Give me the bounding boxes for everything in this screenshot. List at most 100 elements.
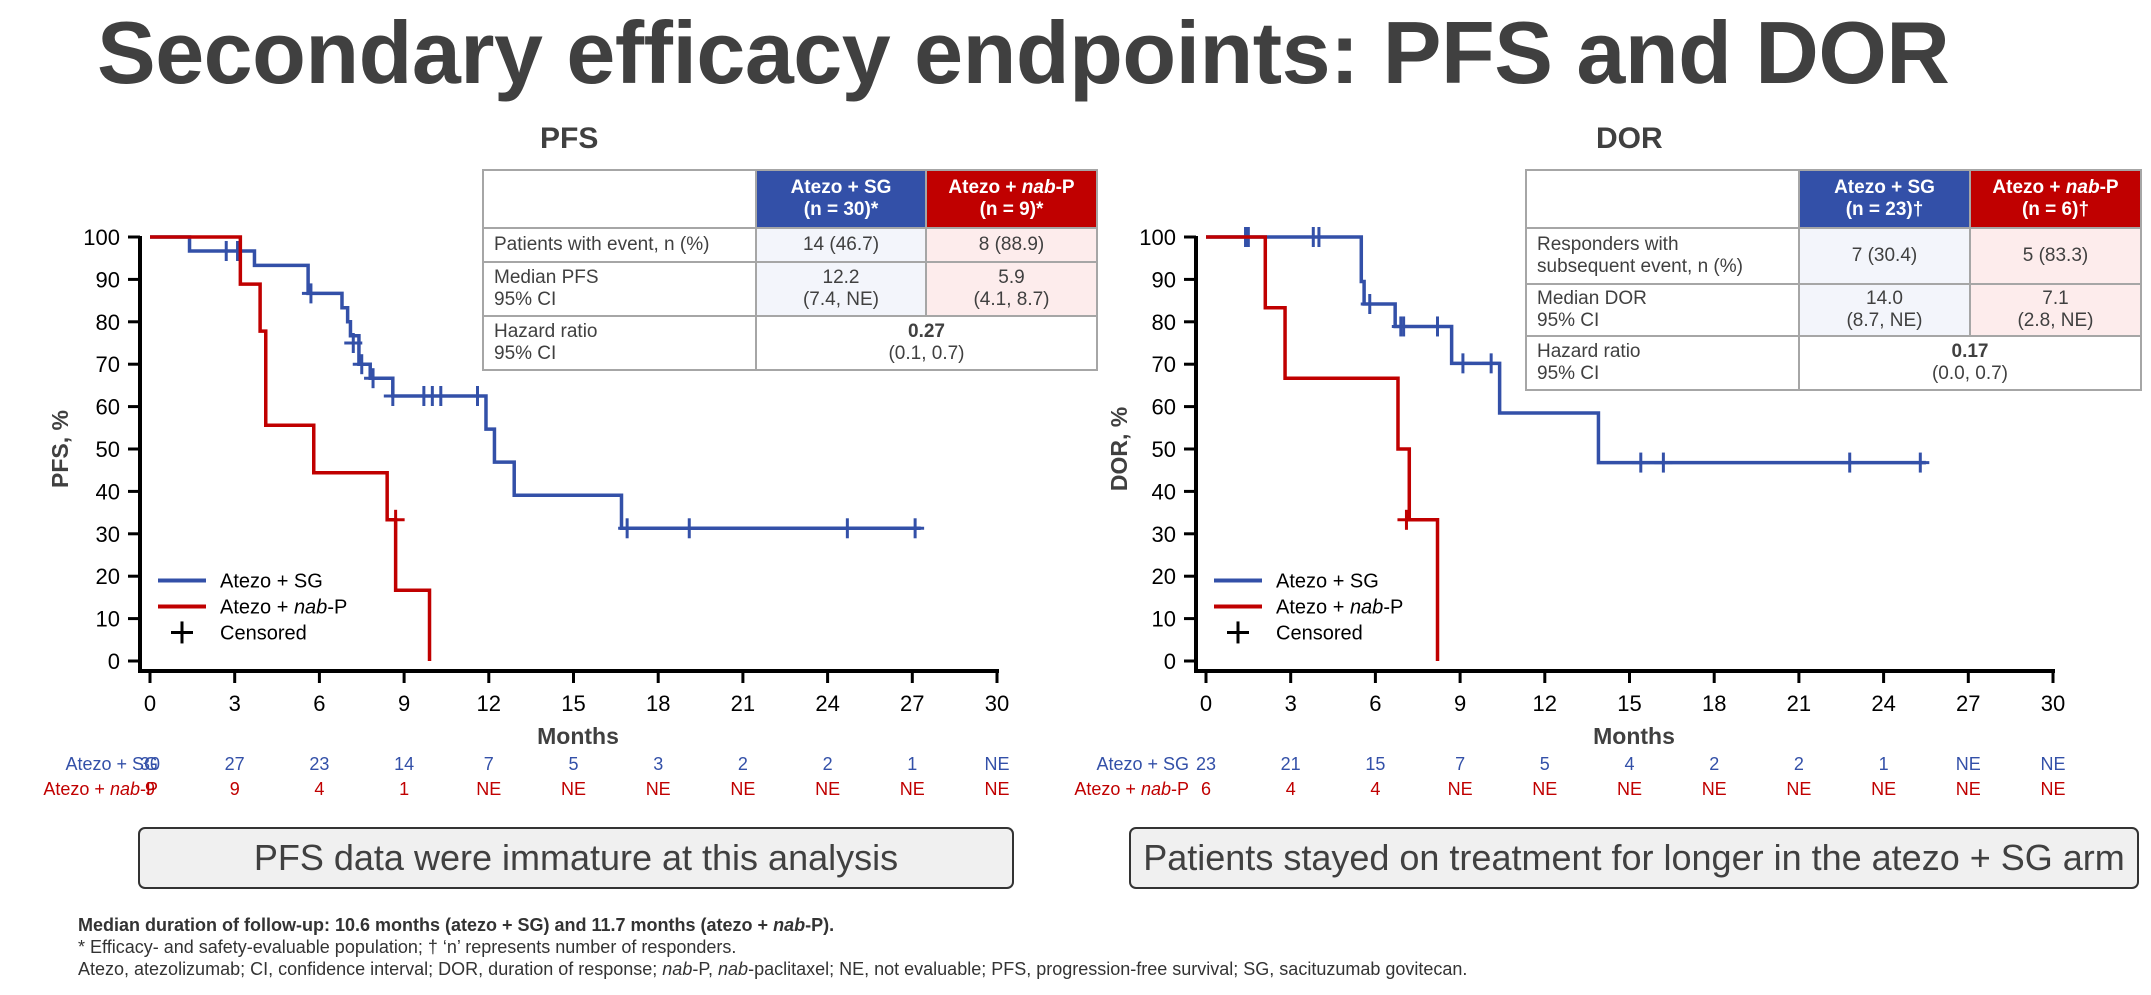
y-tick-label: 20 <box>1152 564 1176 589</box>
at-risk-value-sg: 7 <box>1455 754 1465 774</box>
at-risk-value-nab-p: NE <box>561 779 586 799</box>
x-tick-label: 3 <box>1285 691 1297 716</box>
x-tick-label: 3 <box>229 691 241 716</box>
footnotes: Median duration of follow-up: 10.6 month… <box>78 914 1467 980</box>
x-tick-label: 21 <box>1787 691 1811 716</box>
y-tick-label: 30 <box>96 522 120 547</box>
at-risk-value-sg: 5 <box>568 754 578 774</box>
y-tick-label: 10 <box>96 607 120 632</box>
x-tick-label: 0 <box>144 691 156 716</box>
row-label-median: Median PFS 95% CI <box>482 261 757 317</box>
cell-median-nab: 7.1 (2.8, NE) <box>1969 283 2142 337</box>
at-risk-value-sg: 14 <box>394 754 414 774</box>
at-risk-value-sg: 2 <box>1709 754 1719 774</box>
cell-hazard-ratio: 0.27 (0.1, 0.7) <box>755 315 1098 371</box>
slide-title: Secondary efficacy endpoints: PFS and DO… <box>97 3 1950 102</box>
atezo-nab-p-curve <box>1206 235 1440 661</box>
y-tick-label: 100 <box>1139 225 1176 250</box>
y-tick-label: 20 <box>96 564 120 589</box>
at-risk-value-sg: 27 <box>225 754 245 774</box>
table-corner <box>1525 169 1800 229</box>
at-risk-value-nab-p: NE <box>1702 779 1727 799</box>
row-label-median: Median DOR 95% CI <box>1525 283 1800 337</box>
y-tick-label: 60 <box>96 395 120 420</box>
at-risk-value-sg: 2 <box>1794 754 1804 774</box>
at-risk-value-sg: 7 <box>484 754 494 774</box>
legend-censored: Censored <box>1276 622 1363 644</box>
x-tick-label: 9 <box>398 691 410 716</box>
at-risk-value-nab-p: NE <box>984 779 1009 799</box>
cell-responders-nab: 5 (83.3) <box>1969 227 2142 285</box>
y-tick-label: 40 <box>1152 479 1176 504</box>
x-tick-label: 6 <box>313 691 325 716</box>
x-tick-label: 15 <box>561 691 585 716</box>
y-tick-label: 0 <box>1164 649 1176 674</box>
x-tick-label: 0 <box>1200 691 1212 716</box>
dor-panel-title: DOR <box>1596 122 1663 155</box>
y-tick-label: 90 <box>96 267 120 292</box>
arm-nab-header: Atezo + nab-P (n = 6)† <box>1969 169 2142 229</box>
at-risk-value-sg: 23 <box>309 754 329 774</box>
at-risk-value-nab-p: NE <box>1956 779 1981 799</box>
at-risk-value-sg: 30 <box>140 754 160 774</box>
x-tick-label: 12 <box>477 691 501 716</box>
at-risk-value-sg: 2 <box>823 754 833 774</box>
x-tick-label: 27 <box>1956 691 1980 716</box>
y-tick-label: 50 <box>96 437 120 462</box>
footnote-abbreviations: Atezo, atezolizumab; CI, confidence inte… <box>78 959 1468 979</box>
at-risk-value-nab-p: 6 <box>1201 779 1211 799</box>
at-risk-value-nab-p: NE <box>815 779 840 799</box>
row-label-hr: Hazard ratio 95% CI <box>482 315 757 371</box>
at-risk-value-nab-p: NE <box>1448 779 1473 799</box>
pfs-callout: PFS data were immature at this analysis <box>138 827 1014 889</box>
x-tick-label: 24 <box>815 691 839 716</box>
at-risk-value-nab-p: 9 <box>145 779 155 799</box>
y-axis-label: PFS, % <box>47 410 73 488</box>
atezo-sg-curve <box>1206 235 1926 465</box>
at-risk-value-nab-p: NE <box>730 779 755 799</box>
at-risk-value-sg: 4 <box>1624 754 1634 774</box>
cell-median-nab: 5.9 (4.1, 8.7) <box>925 261 1098 317</box>
x-tick-label: 15 <box>1617 691 1641 716</box>
y-tick-label: 80 <box>96 310 120 335</box>
legend-atezo-sg: Atezo + SG <box>1276 570 1379 592</box>
row-label-hr: Hazard ratio 95% CI <box>1525 335 1800 391</box>
at-risk-value-sg: 15 <box>1365 754 1385 774</box>
at-risk-value-sg: 1 <box>907 754 917 774</box>
x-axis-label: Months <box>537 723 619 749</box>
footnote-follow-up: Median duration of follow-up: 10.6 month… <box>78 915 835 935</box>
x-tick-label: 21 <box>731 691 755 716</box>
at-risk-value-sg: NE <box>984 754 1009 774</box>
at-risk-label-nab-p: Atezo + nab-P <box>43 779 158 799</box>
x-tick-label: 6 <box>1369 691 1381 716</box>
at-risk-value-sg: 1 <box>1879 754 1889 774</box>
at-risk-value-nab-p: NE <box>1786 779 1811 799</box>
at-risk-value-nab-p: NE <box>900 779 925 799</box>
arm-sg-header: Atezo + SG (n = 23)† <box>1798 169 1971 229</box>
legend-censored: Censored <box>220 622 307 644</box>
x-tick-label: 30 <box>985 691 1009 716</box>
at-risk-value-sg: 23 <box>1196 754 1216 774</box>
cell-responders-sg: 7 (30.4) <box>1798 227 1971 285</box>
at-risk-value-nab-p: NE <box>476 779 501 799</box>
at-risk-value-nab-p: 4 <box>314 779 324 799</box>
at-risk-value-sg: 21 <box>1281 754 1301 774</box>
footnote-population: * Efficacy- and safety-evaluable populat… <box>78 937 737 957</box>
at-risk-value-sg: 5 <box>1540 754 1550 774</box>
x-tick-label: 27 <box>900 691 924 716</box>
at-risk-value-sg: 3 <box>653 754 663 774</box>
y-tick-label: 0 <box>108 649 120 674</box>
table-corner <box>482 169 757 229</box>
x-axis-label: Months <box>1593 723 1675 749</box>
y-tick-label: 40 <box>96 479 120 504</box>
y-tick-label: 50 <box>1152 437 1176 462</box>
cell-median-sg: 12.2 (7.4, NE) <box>755 261 927 317</box>
row-label-responders: Responders with subsequent event, n (%) <box>1525 227 1800 285</box>
x-tick-label: 18 <box>646 691 670 716</box>
y-tick-label: 80 <box>1152 310 1176 335</box>
at-risk-value-nab-p: NE <box>1532 779 1557 799</box>
x-tick-label: 9 <box>1454 691 1466 716</box>
at-risk-value-nab-p: NE <box>1871 779 1896 799</box>
y-tick-label: 60 <box>1152 395 1176 420</box>
